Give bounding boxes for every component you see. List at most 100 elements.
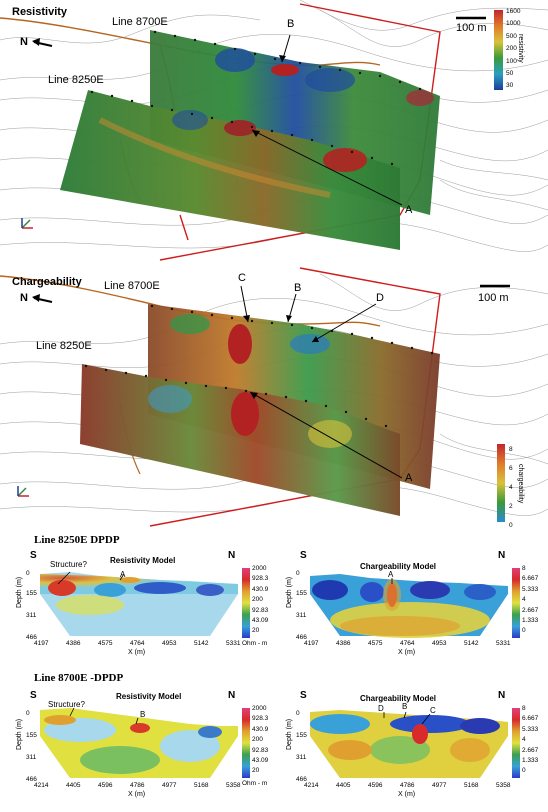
x-tick: 4214 [304, 782, 319, 789]
arrow-a [251, 129, 403, 206]
south-label: S [300, 550, 307, 561]
panel-title: Resistivity [12, 6, 68, 18]
blue-anomaly [215, 48, 255, 72]
yellow-anomaly [308, 420, 352, 448]
x-tick: 4764 [400, 640, 415, 647]
resistivity-3d-graphic [0, 0, 548, 261]
south-label: S [30, 550, 37, 561]
y-tick: 0 [26, 570, 30, 577]
south-label: S [300, 690, 307, 701]
y-tick: 155 [26, 732, 37, 739]
x-tick: 5142 [194, 640, 209, 647]
y-tick: 155 [296, 590, 307, 597]
y-tick: 466 [296, 776, 307, 783]
line-8250e-chargeability-model: S N Chargeability Model A Depth (m) 0 15… [280, 550, 542, 668]
chargeability-colorbar [512, 568, 520, 638]
x-tick: 4786 [130, 782, 145, 789]
x-tick: 4596 [98, 782, 113, 789]
north-label: N [498, 550, 506, 561]
chargeability-section-graphic [310, 710, 508, 778]
line-8700e-resistivity-model: S N Resistivity Model Structure? B Depth… [10, 690, 272, 810]
y-tick: 311 [26, 754, 37, 761]
x-tick: 4575 [98, 640, 113, 647]
arrow-d [311, 303, 377, 343]
resistivity-3d-panel: Resistivity N 100 m Line 8700E Line 8250… [0, 0, 548, 262]
x-tick: 4977 [162, 782, 177, 789]
colorbar-ticks: 8 6.667 5.333 4 2.667 1.333 0 [522, 565, 539, 635]
arrow-a [249, 391, 403, 479]
south-label: S [30, 690, 37, 701]
model-title: Resistivity Model [110, 556, 176, 565]
anomaly-a-label: A [388, 570, 394, 579]
blue-anomaly [148, 385, 192, 413]
x-tick: 4764 [130, 640, 145, 647]
chargeability-colorbar [512, 708, 520, 778]
y-axis-label: Depth (m) [286, 576, 293, 608]
y-tick: 311 [296, 754, 307, 761]
resistivity-section-graphic [40, 571, 238, 636]
y-axis-label: Depth (m) [16, 718, 23, 750]
anomaly-c [228, 324, 252, 364]
x-tick: 4977 [432, 782, 447, 789]
y-tick: 0 [26, 710, 30, 717]
x-tick: 4596 [368, 782, 383, 789]
x-tick: 5358 [226, 782, 241, 789]
x-tick: 4405 [66, 782, 81, 789]
chargeability-colorbar [497, 444, 505, 522]
survey-boundary [179, 214, 189, 241]
x-tick: 4953 [162, 640, 177, 647]
x-tick: 4953 [432, 640, 447, 647]
line-8700e-label: Line 8700E [104, 280, 160, 292]
section-8700-heading: Line 8700E -DPDP [34, 672, 124, 684]
anomaly-b-label: B [287, 18, 295, 30]
colorbar-ticks: 8 6.667 5.333 4 2.667 1.333 0 [522, 705, 539, 775]
structure-label: Structure? [50, 560, 87, 569]
line-8700e-chargeability-model: S N Chargeability Model D B C Depth (m) … [280, 690, 542, 810]
y-tick: 466 [26, 634, 37, 641]
north-label: N [228, 690, 236, 701]
resistivity-colorbar [242, 568, 250, 638]
structure-label: Structure? [48, 700, 85, 709]
scale-label: 100 m [478, 292, 509, 304]
x-tick: 4386 [336, 640, 351, 647]
axis-widget-icon [21, 218, 33, 229]
y-tick: 155 [296, 732, 307, 739]
scale-label: 100 m [456, 22, 487, 34]
x-tick: 5168 [194, 782, 209, 789]
x-tick: 5168 [464, 782, 479, 789]
colorbar-unit: Ohm - m [242, 640, 268, 647]
x-tick: 4786 [400, 782, 415, 789]
x-tick: 4575 [368, 640, 383, 647]
resistivity-colorbar [494, 10, 503, 90]
x-tick: 4197 [34, 640, 49, 647]
chargeability-section-graphic [310, 574, 508, 638]
x-tick: 5358 [496, 782, 511, 789]
anomaly-a [224, 120, 256, 136]
resistivity-colorbar [242, 708, 250, 778]
electrode-dots [90, 30, 422, 166]
anomaly-a-label: A [405, 204, 413, 216]
section-8250-heading: Line 8250E DPDP [34, 534, 120, 546]
y-tick: 0 [296, 710, 300, 717]
anomaly-a [231, 392, 259, 436]
north-label: N [20, 292, 28, 304]
x-tick: 4214 [34, 782, 49, 789]
anomaly-b [271, 64, 299, 76]
anomaly-c-label: C [430, 706, 436, 715]
chargeability-3d-graphic [0, 267, 548, 527]
north-label: N [498, 690, 506, 701]
colorbar-ticks: 1600 1000 500 200 100 50 30 [506, 8, 521, 90]
line-8250e-label: Line 8250E [48, 74, 104, 86]
line-8250e-resistivity-model: S N Resistivity Model Structure? A Depth… [10, 550, 272, 668]
y-tick: 311 [26, 612, 37, 619]
blue-anomaly [172, 110, 208, 130]
y-tick: 466 [296, 634, 307, 641]
x-tick: 5331 [496, 640, 511, 647]
electrode-dots [84, 304, 434, 428]
x-axis-label: X (m) [128, 649, 146, 656]
x-axis-label: X (m) [398, 649, 416, 656]
anomaly-b-label: B [294, 282, 302, 294]
anomaly-c-label: C [238, 272, 246, 284]
anomaly-d-label: D [376, 292, 384, 304]
